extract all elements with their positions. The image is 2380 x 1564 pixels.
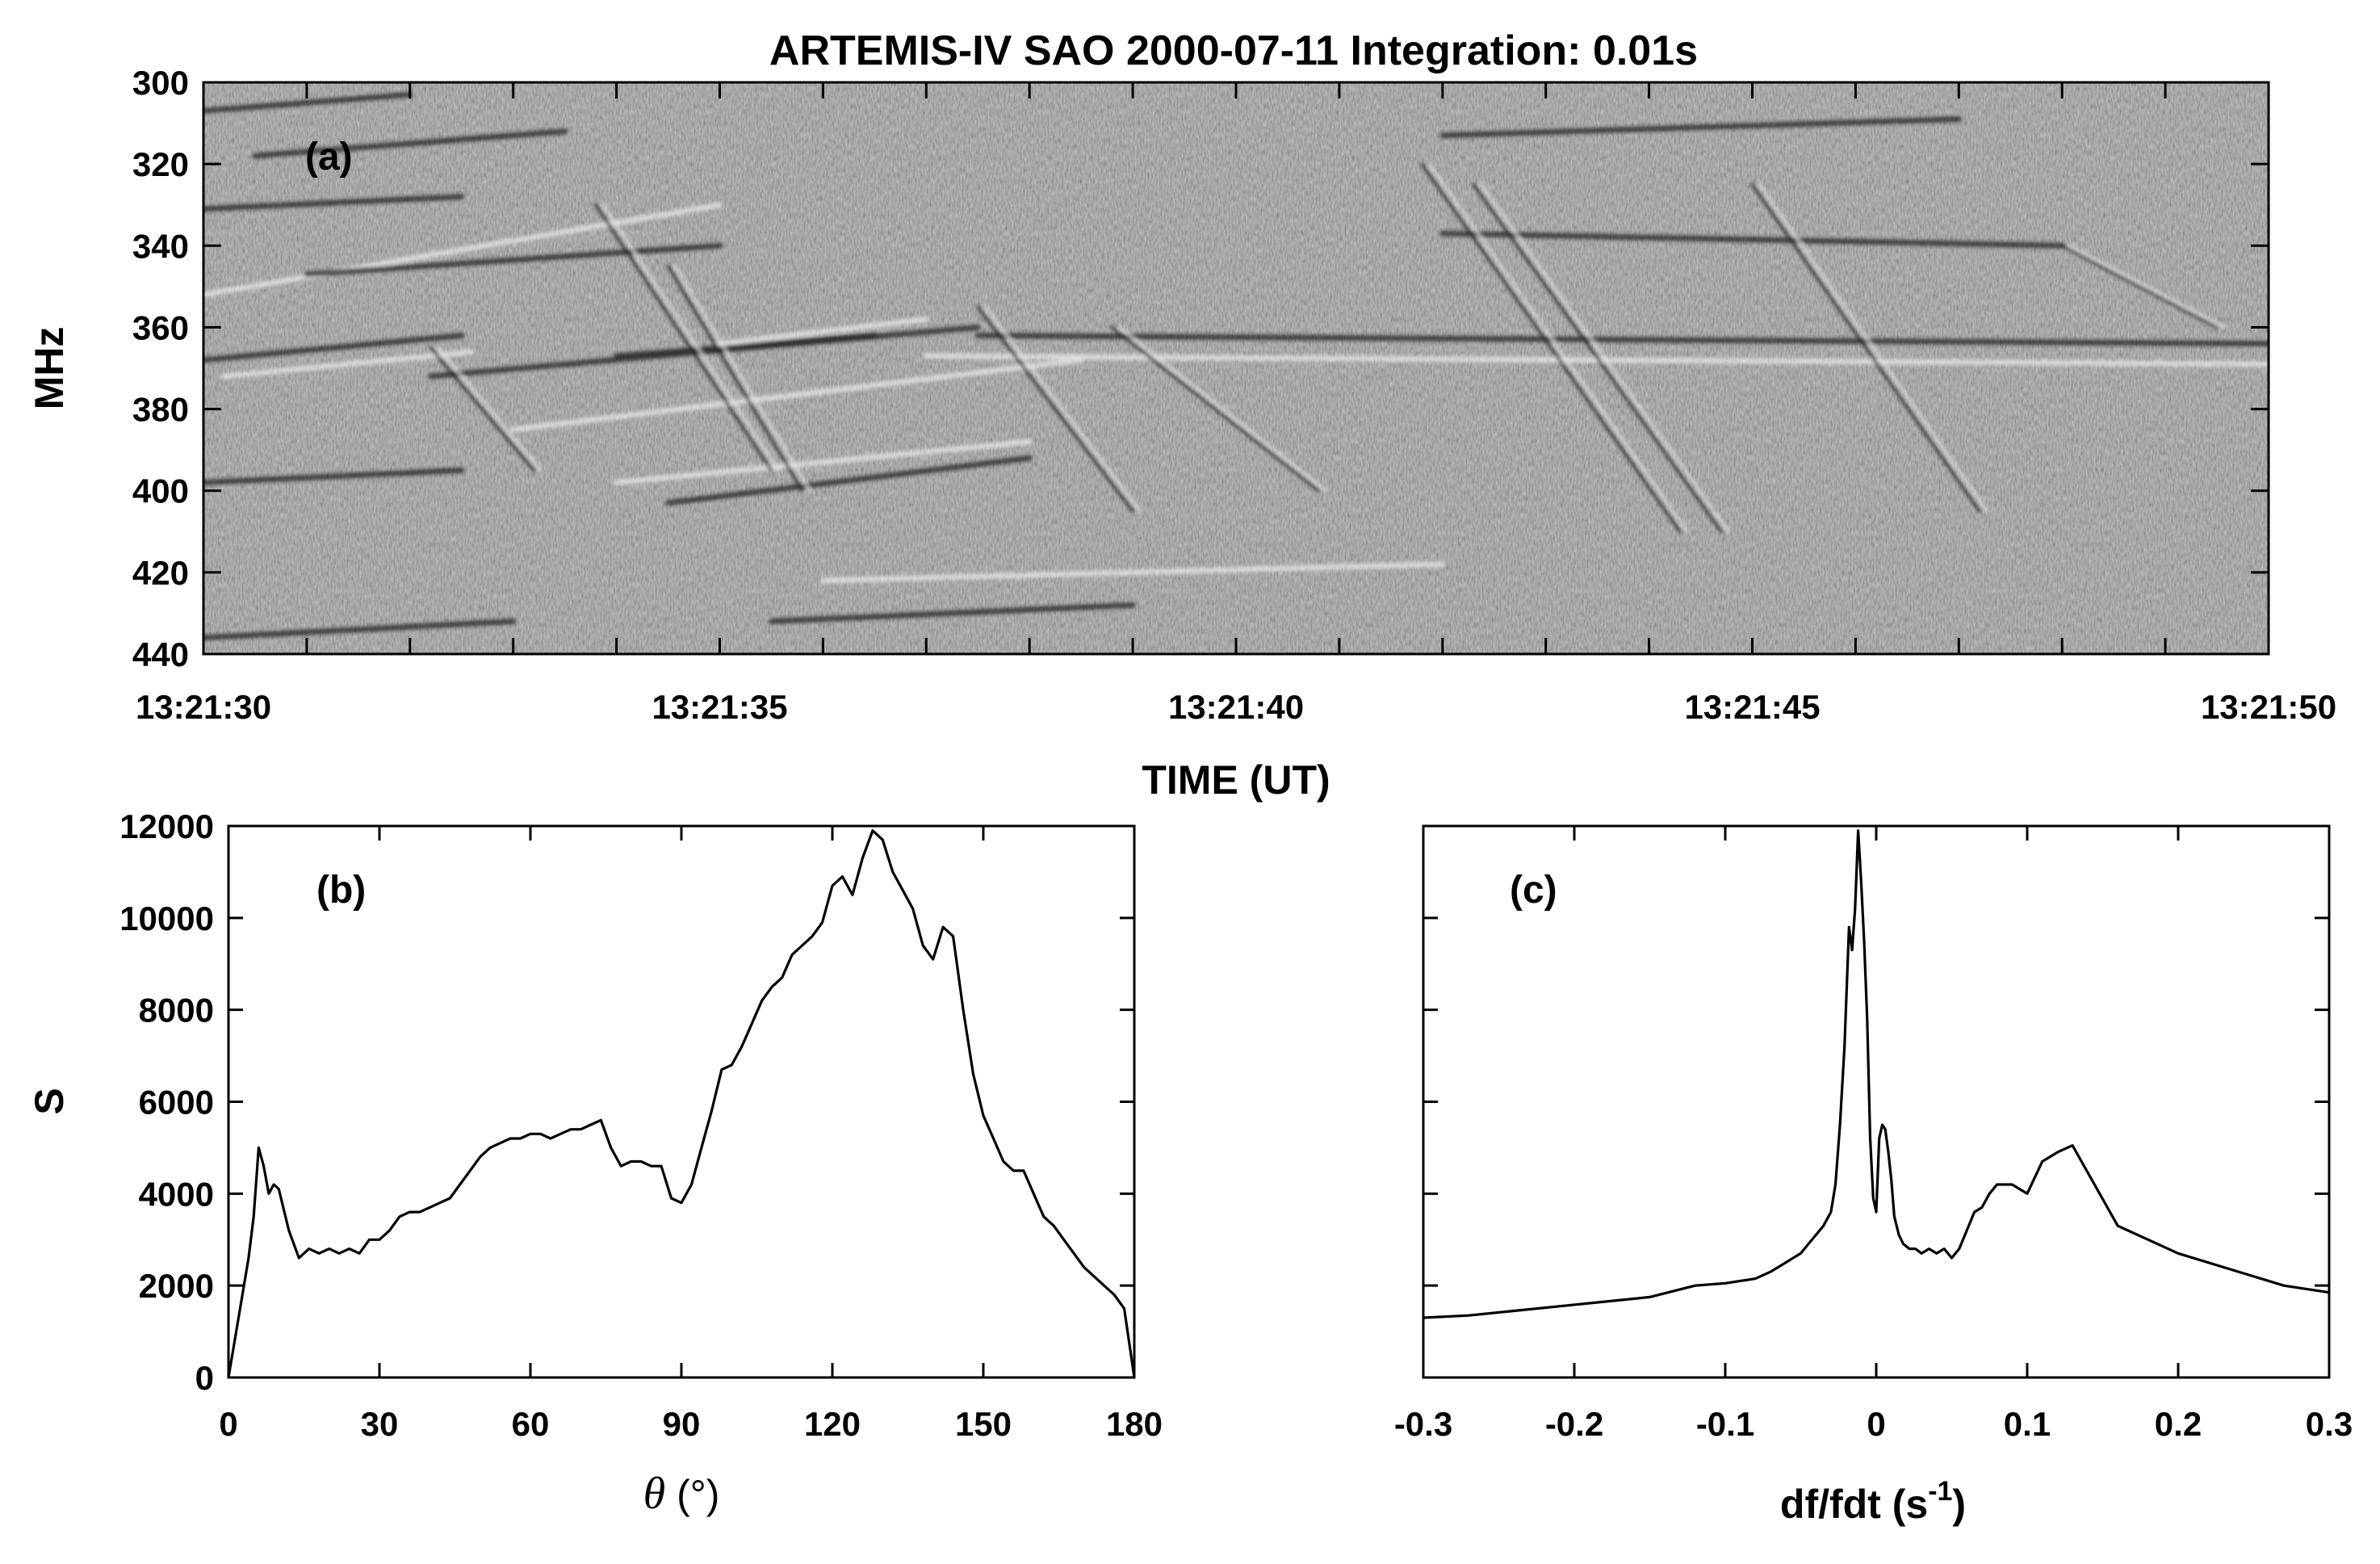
panel-a-label: (a): [305, 136, 353, 178]
panel-x-tick-label: 0: [1867, 1405, 1885, 1443]
panel-a-x-tick-label: 13:21:35: [652, 688, 787, 726]
panel-a-y-tick-label: 340: [132, 227, 189, 265]
spectrogram-lane: [1439, 116, 1962, 139]
spectrogram-lane: [203, 194, 465, 212]
panel-y-tick-label: 12000: [119, 807, 214, 845]
spectrogram-lane: [1439, 230, 2065, 249]
panel-a-y-tick-label: 440: [132, 635, 189, 673]
panel-c-frame: [1422, 824, 2331, 1379]
panel-a-y-label: MHz: [27, 327, 72, 410]
panel-x-tick-label: 0.3: [2306, 1405, 2353, 1443]
spectrogram-lane: [974, 333, 2269, 347]
panel-y-tick-label: 4000: [139, 1175, 214, 1213]
panel-y-tick-label: 6000: [139, 1084, 214, 1122]
panel-c-x-label-main: df/fdt (s: [1780, 1482, 1928, 1527]
panel-y-tick-label: 10000: [119, 899, 214, 937]
panel-c-series-line: [1423, 829, 2330, 1319]
panel-b-x-label-symbol: θ: [643, 1469, 666, 1519]
panel-a-features: [203, 91, 2269, 641]
spectrogram-stripe-highlight: [2068, 244, 2227, 329]
panel-x-tick-label: 90: [663, 1405, 701, 1443]
panel-a-x-label: TIME (UT): [1142, 757, 1330, 803]
spectrogram-lane: [203, 202, 723, 298]
panel-a-spectrogram: 300 320 340 360 380 400 420 440 13:21:30 13:21:35…: [27, 64, 2336, 803]
panel-x-tick-label: -0.2: [1545, 1405, 1603, 1443]
panel-b-y-label: S: [27, 1088, 72, 1114]
panel-a-x-tick-label: 13:21:30: [136, 688, 271, 726]
panel-y-tick-label: 2000: [139, 1267, 214, 1305]
panel-x-tick-label: 120: [804, 1405, 861, 1443]
spectrogram-stripe-highlight: [436, 346, 543, 472]
panel-a-y-tick-label: 400: [132, 472, 189, 510]
spectrogram-lane: [427, 324, 981, 379]
panel-x-tick-label: 30: [361, 1405, 399, 1443]
panel-c-ticks: -0.3 -0.2 -0.1 0 0.1 0.2 0.3: [1394, 824, 2353, 1443]
panel-c-x-label-close: ): [1952, 1482, 1966, 1527]
panel-c-x-label-sup: -1: [1928, 1476, 1952, 1507]
panel-c-label: (c): [1510, 869, 1557, 912]
panel-a-ticks: 300 320 340 360 380 400 420 440 13:21:30 13:21:35…: [132, 64, 2336, 726]
spectrogram-stripe: [429, 346, 536, 472]
spectrogram-stripe: [594, 203, 773, 472]
spectrogram-stripe: [2060, 244, 2219, 329]
panel-b-series-line: [227, 829, 1136, 1378]
spectrogram-stripe-highlight: [1758, 182, 1988, 513]
panel-x-tick-label: 150: [955, 1405, 1012, 1443]
panel-a-x-tick-label: 13:21:50: [2201, 688, 2336, 726]
panel-x-tick-label: 0.1: [2004, 1405, 2051, 1443]
panel-a-x-tick-label: 13:21:45: [1684, 688, 1820, 726]
panel-b-chart: 0 30 60 90 120 150 180 0 2000 4000 6000 8000 10000 12…: [27, 807, 1163, 1519]
panel-b-x-label: θ (°): [643, 1469, 720, 1519]
spectrogram-stripe-highlight: [1479, 182, 1731, 534]
spectrogram-lane: [221, 349, 476, 379]
spectrogram-lane: [768, 602, 1136, 625]
spectrogram-stripe: [1472, 182, 1724, 534]
spectrogram-stripe-highlight: [983, 305, 1142, 513]
panel-c-chart: -0.3 -0.2 -0.1 0 0.1 0.2 0.3 (c) df/fdt (s-1): [1394, 824, 2353, 1527]
panel-a-y-tick-label: 380: [132, 391, 189, 429]
spectrogram-lane: [252, 128, 568, 159]
spectrogram-lane: [203, 333, 465, 363]
spectrogram-lane: [203, 467, 465, 486]
spectrogram-lane: [614, 438, 1033, 486]
spectrogram-lane: [717, 316, 929, 347]
panel-x-tick-label: -0.1: [1696, 1405, 1754, 1443]
spectrogram-lane: [203, 91, 413, 114]
spectrogram-lane: [819, 561, 1446, 584]
spectrogram-stripe-highlight: [1427, 162, 1689, 534]
spectrogram-stripe: [1420, 162, 1682, 534]
panel-c-x-label: df/fdt (s-1): [1780, 1476, 1966, 1527]
spectrogram-stripe-highlight: [601, 203, 781, 472]
panel-b-ticks: 0 30 60 90 120 150 180 0 2000 4000 6000 8000 10000 12…: [119, 807, 1163, 1443]
panel-a-y-tick-label: 320: [132, 145, 189, 183]
panel-y-tick-label: 0: [195, 1359, 214, 1397]
panel-y-tick-label: 8000: [139, 992, 214, 1029]
panel-x-tick-label: 0: [219, 1405, 237, 1443]
panel-b-x-label-unit: (°): [677, 1472, 719, 1517]
spectrogram-stripe: [1750, 182, 1981, 513]
spectrogram-lane: [614, 333, 878, 359]
spectrogram-lane: [203, 618, 517, 641]
panel-x-tick-label: 180: [1106, 1405, 1163, 1443]
panel-a-y-tick-label: 360: [132, 308, 189, 346]
spectrogram-lane: [665, 455, 1033, 506]
panel-x-tick-label: -0.3: [1394, 1405, 1452, 1443]
figure-title: ARTEMIS-IV SAO 2000-07-11 Integration: 0…: [769, 27, 1698, 74]
panel-x-tick-label: 60: [512, 1405, 550, 1443]
panel-a-x-tick-label: 13:21:40: [1168, 688, 1304, 726]
panel-b-label: (b): [316, 869, 366, 912]
panel-a-y-tick-label: 300: [132, 64, 189, 102]
spectrogram-lane: [510, 357, 1084, 433]
spectrogram-stripe: [976, 305, 1135, 513]
spectrogram-lane: [304, 242, 723, 278]
spectrogram-stripe: [666, 264, 804, 493]
panel-x-tick-label: 0.2: [2155, 1405, 2202, 1443]
panel-a-y-tick-label: 420: [132, 554, 189, 592]
spectrogram-stripe-highlight: [673, 264, 811, 493]
spectrogram-stripe-highlight: [1117, 325, 1328, 493]
spectrogram-stripe: [1110, 325, 1321, 493]
